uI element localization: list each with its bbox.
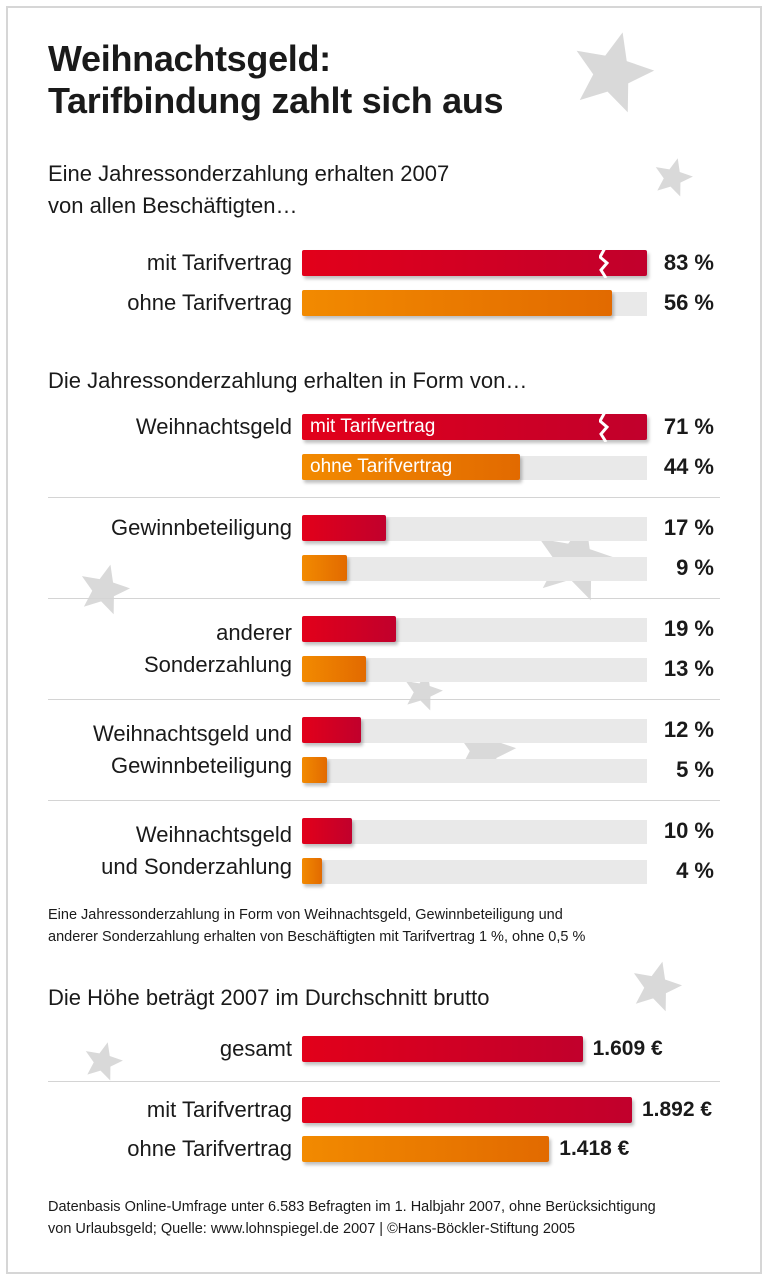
bar-track xyxy=(302,820,647,844)
category-label: anderer Sonderzahlung xyxy=(144,617,292,681)
category-label: mit Tarifvertrag xyxy=(146,1097,292,1122)
star-icon xyxy=(75,557,138,622)
bar xyxy=(302,555,347,581)
axis-break-icon xyxy=(599,248,609,278)
section2-subtitle: Die Jahressonderzahlung erhalten in Form… xyxy=(48,368,528,393)
category-label-line: Weihnachtsgeld xyxy=(135,822,292,847)
category-label: Gewinnbeteiligung xyxy=(111,512,292,544)
category-label-line: Weihnachtsgeld und xyxy=(93,721,292,746)
footnote-line-1: Eine Jahressonderzahlung in Form von Wei… xyxy=(48,907,563,923)
divider xyxy=(48,699,720,700)
bar-track xyxy=(302,557,647,581)
bar-inline-label: mit Tarifvertrag xyxy=(310,416,436,437)
category-label: Weihnachtsgeld und Gewinnbeteiligung xyxy=(93,718,292,782)
bar xyxy=(302,717,362,743)
category-label-line: anderer xyxy=(216,620,292,645)
subtitle-line-1: Eine Jahressonderzahlung erhalten 2007 xyxy=(48,161,450,186)
footnote: Eine Jahressonderzahlung in Form von Wei… xyxy=(48,904,585,948)
bar xyxy=(302,1136,550,1162)
bar xyxy=(302,757,327,783)
category-label-line: Gewinnbeteiligung xyxy=(110,753,292,778)
chart-title: Weihnachtsgeld: Tarifbindung zahlt sich … xyxy=(48,38,504,122)
bar-track xyxy=(302,759,647,783)
value-label: 1.609 € xyxy=(592,1037,663,1060)
value-label: 4 % xyxy=(676,858,714,883)
category-label: ohne Tarifvertrag xyxy=(127,287,292,319)
footnote-line-2: anderer Sonderzahlung erhalten von Besch… xyxy=(48,929,586,945)
source-line-2: von Urlaubsgeld; Quelle: www.lohnspiegel… xyxy=(48,1221,576,1237)
divider xyxy=(48,800,720,801)
bar-track xyxy=(302,860,647,884)
bar xyxy=(302,818,352,844)
value-label: 83 % xyxy=(663,250,714,275)
bar: mit Tarifvertrag xyxy=(302,412,647,442)
star-icon xyxy=(79,1034,131,1088)
value-label: 71 % xyxy=(663,414,714,439)
value-label: 1.418 € xyxy=(559,1137,630,1160)
bar xyxy=(302,616,397,642)
title-line-1: Weihnachtsgeld: xyxy=(48,38,331,79)
value-label: 12 % xyxy=(663,717,714,742)
value-label: 56 % xyxy=(663,290,714,315)
category-label-line: Gewinnbeteiligung xyxy=(110,515,292,540)
axis-break-icon xyxy=(599,412,609,442)
category-label-line: ohne Tarifvertrag xyxy=(127,290,292,315)
category-label-line: und Sonderzahlung xyxy=(101,854,292,879)
bar xyxy=(302,248,647,278)
star-icon xyxy=(627,954,690,1019)
subtitle-line-2: von allen Beschäftigten… xyxy=(48,193,298,218)
title-line-2: Tarifbindung zahlt sich aus xyxy=(48,80,504,121)
bar xyxy=(302,858,322,884)
divider xyxy=(48,497,720,498)
value-label: 19 % xyxy=(663,616,714,641)
source: Datenbasis Online-Umfrage unter 6.583 Be… xyxy=(48,1196,656,1240)
category-label-line: Sonderzahlung xyxy=(143,652,292,677)
bar xyxy=(302,1036,583,1062)
value-label: 1.892 € xyxy=(641,1098,713,1121)
section3-subtitle: Die Höhe beträgt 2007 im Durchschnitt br… xyxy=(48,985,490,1010)
bar: ohne Tarifvertrag xyxy=(302,454,520,480)
bar xyxy=(302,290,613,316)
bar xyxy=(302,656,367,682)
star-icon xyxy=(649,150,701,204)
value-label: 44 % xyxy=(663,454,714,479)
value-label: 5 % xyxy=(676,757,714,782)
bar xyxy=(302,1097,632,1123)
star-icon xyxy=(569,24,662,120)
category-label-line: Weihnachtsgeld xyxy=(135,414,292,439)
divider xyxy=(48,598,720,599)
bar xyxy=(302,515,387,541)
bar-inline-label: ohne Tarifvertrag xyxy=(310,456,453,477)
section1-subtitle: Eine Jahressonderzahlung erhalten 2007 v… xyxy=(48,158,449,222)
category-label-line: mit Tarifvertrag xyxy=(146,250,292,275)
source-line-1: Datenbasis Online-Umfrage unter 6.583 Be… xyxy=(48,1199,656,1215)
category-label: Weihnachtsgeld und Sonderzahlung xyxy=(101,819,292,883)
value-label: 10 % xyxy=(663,818,714,843)
category-label: ohne Tarifvertrag xyxy=(127,1136,292,1161)
category-label: mit Tarifvertrag xyxy=(147,247,292,279)
divider xyxy=(48,1081,720,1082)
frame xyxy=(6,6,762,1274)
value-label: 9 % xyxy=(676,555,714,580)
value-label: 17 % xyxy=(663,515,714,540)
value-label: 13 % xyxy=(663,656,714,681)
category-label: Weihnachtsgeld xyxy=(136,411,292,443)
category-label: gesamt xyxy=(219,1036,292,1061)
